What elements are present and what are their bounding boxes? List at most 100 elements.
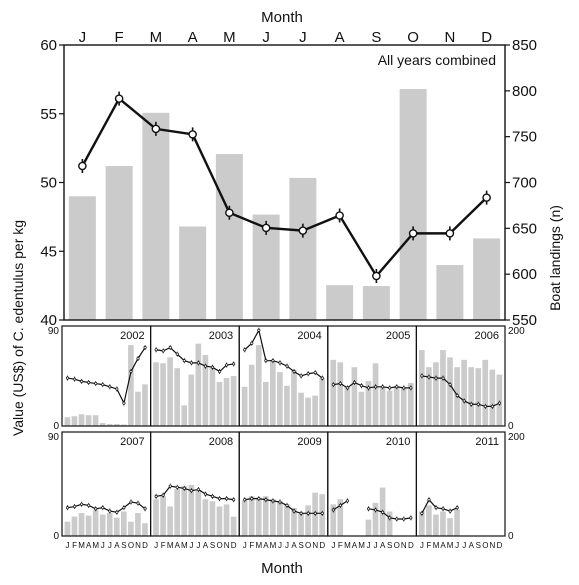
panel-bar [365, 380, 372, 426]
panel-bar [298, 513, 304, 536]
panel-month-label: D [319, 541, 325, 550]
panel-bar [99, 514, 106, 536]
panel-bar [153, 362, 159, 426]
panel-bar [284, 504, 290, 536]
panel-month-label: M [433, 541, 440, 550]
panel-value-point [359, 384, 364, 388]
panel-value-point [402, 386, 406, 390]
panel-bar [255, 345, 262, 426]
panel-month-label: J [189, 541, 193, 550]
month-tick-label: A [335, 29, 345, 46]
panel-bar [142, 523, 148, 536]
panel-month-label: O [128, 541, 134, 550]
panel-month-label: S [210, 541, 215, 550]
panel-bar [330, 359, 337, 426]
panel-bar [188, 374, 195, 426]
panel-month-label: M [344, 541, 351, 550]
panel-value-point [182, 486, 186, 490]
main-bar [68, 196, 96, 320]
panel-bar [64, 521, 71, 536]
panel-value-point [320, 511, 324, 515]
panel-bar [447, 357, 453, 426]
panel-value-point [455, 506, 459, 510]
panel-left-tick-label: 0 [53, 421, 59, 432]
panel-bar [128, 345, 134, 426]
y-left-label: Value (US$) of C. edentulus per kg [10, 220, 26, 436]
panel-value-point [462, 399, 466, 403]
panel-bar [475, 368, 482, 426]
panel-bar [358, 391, 365, 426]
panel-year-label: 2006 [475, 330, 499, 342]
panel-value-point [189, 489, 193, 493]
panel-month-label: O [394, 541, 400, 550]
panel-bar [426, 505, 432, 536]
right-tick-label: 600 [512, 266, 537, 283]
panel-year-label: 2003 [209, 330, 233, 342]
panel-month-label: J [462, 541, 466, 550]
panel-value-point [218, 370, 222, 374]
panel-bar [174, 368, 180, 426]
panel-value-point [476, 402, 480, 406]
panel-month-label: M [447, 541, 454, 550]
panel-bar [113, 424, 120, 426]
panel-value-point [313, 511, 317, 515]
panel-bar [64, 417, 71, 426]
panel-bar [99, 423, 106, 426]
panel-value-point [136, 501, 140, 505]
panel-bar [400, 387, 407, 426]
panel-value-point [87, 380, 91, 384]
panel-value-point [388, 516, 392, 520]
panel-month-label: J [420, 541, 424, 550]
right-tick-label: 650 [512, 220, 537, 237]
panel-value-point [434, 506, 438, 510]
panel-value-point [402, 517, 406, 521]
panel-month-label: D [497, 541, 503, 550]
panel-bar [330, 504, 337, 536]
panel-value-point [168, 484, 172, 488]
panel-value-point [182, 359, 186, 363]
panel-bar [160, 363, 166, 426]
panel-value-point [313, 371, 317, 375]
panel-bar [85, 515, 92, 536]
panel-bar [223, 504, 230, 536]
month-tick-label: M [150, 29, 163, 46]
panel-value-point [278, 361, 282, 365]
panel-bar [195, 343, 202, 426]
panel-value-point [203, 492, 208, 496]
panel-value-point [65, 506, 70, 510]
panel-month-label: J [66, 541, 70, 550]
panel-bar [209, 501, 216, 536]
panel-bar [337, 362, 344, 426]
panel-month-label: O [216, 541, 222, 550]
panel-value-point [427, 375, 431, 379]
panel-value-point [94, 381, 98, 386]
panel-value-point [388, 386, 392, 390]
left-tick-label: 50 [40, 175, 57, 192]
panel-value-point [243, 348, 247, 352]
panel-bar [216, 506, 223, 536]
panel-right-tick-label: 200 [508, 326, 525, 337]
panel-bar [372, 502, 379, 536]
panel-value-point [395, 517, 399, 521]
panel-value-point [196, 361, 200, 365]
panel-bar [468, 367, 474, 426]
main-bar [179, 226, 207, 320]
panel-bar [277, 501, 283, 536]
panel-bar [461, 359, 467, 426]
panel-month-label: J [101, 541, 105, 550]
panel-value-point [409, 386, 413, 390]
panel-value-point [271, 359, 275, 363]
panel-value-point [299, 511, 303, 515]
panel-value-point [352, 380, 357, 384]
value-line [81, 96, 488, 279]
main-bar [289, 177, 317, 320]
panel-value-point [271, 499, 275, 503]
panel-bar [135, 513, 141, 536]
left-tick-label: 60 [40, 37, 57, 54]
panel-value-point [338, 503, 342, 507]
panel-value-point [469, 402, 473, 406]
panel-year-label: 2002 [120, 330, 144, 342]
panel-year-label: 2007 [120, 436, 144, 448]
value-point [188, 130, 197, 139]
main-bar [326, 285, 354, 320]
